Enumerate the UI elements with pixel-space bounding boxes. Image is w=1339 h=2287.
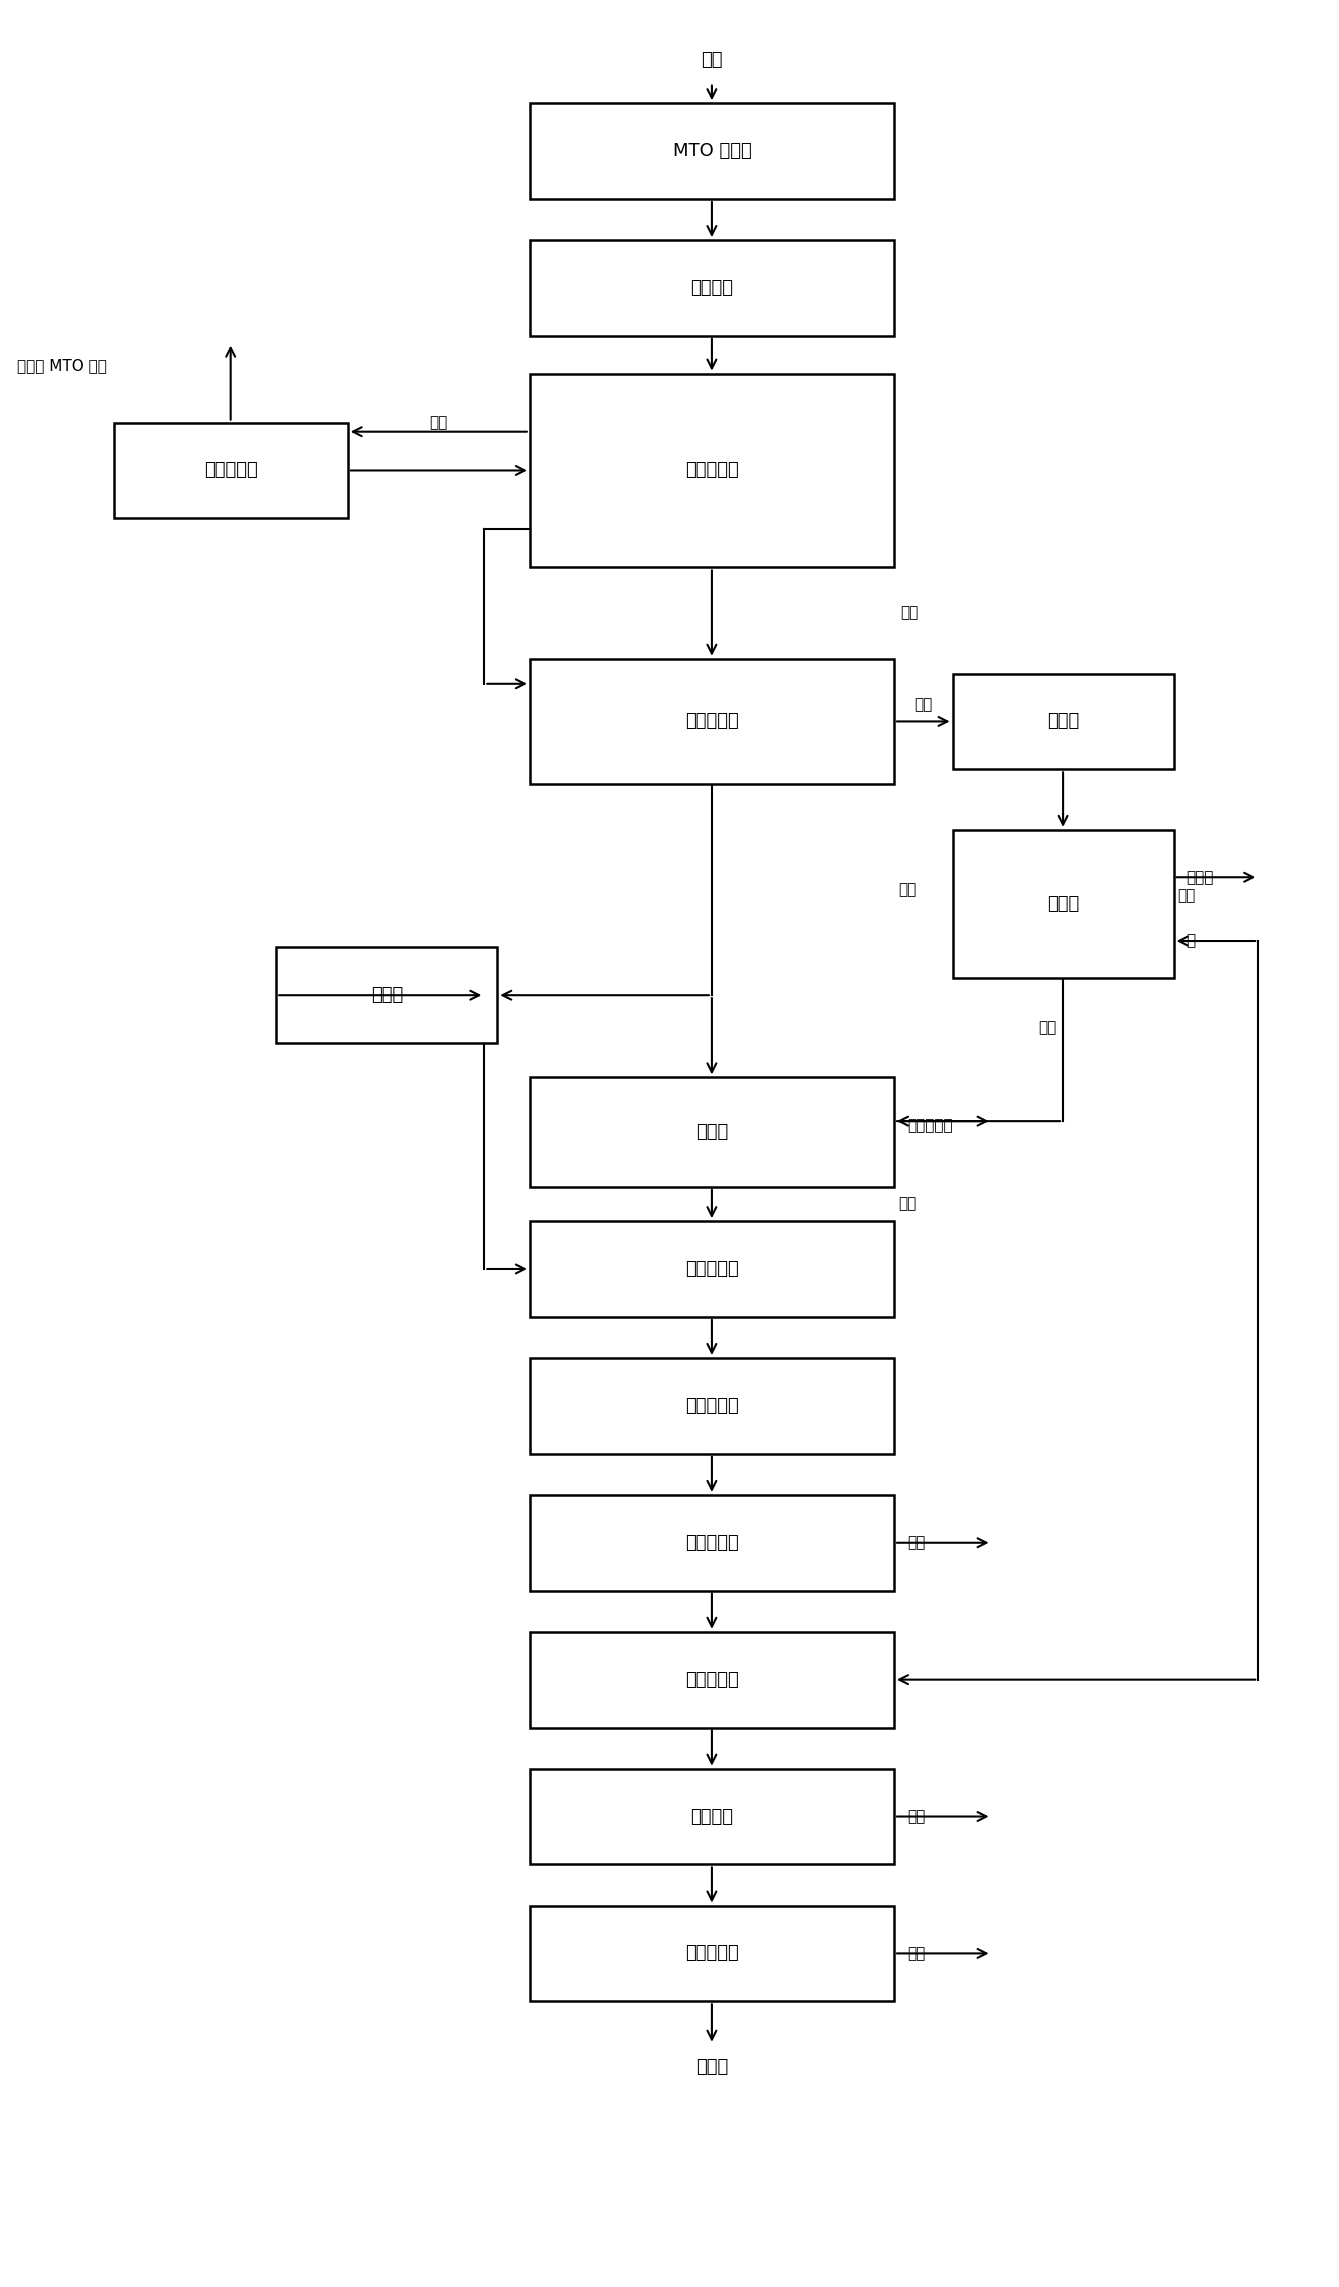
Text: 甲醇: 甲醇 — [702, 50, 723, 69]
Text: 废渣: 废渣 — [907, 1535, 925, 1551]
Text: 汽提塔: 汽提塔 — [696, 1123, 728, 1141]
Bar — [530, 1905, 894, 2001]
Bar — [530, 659, 894, 784]
Text: 后沉淀池: 后沉淀池 — [691, 1807, 734, 1825]
Text: 水相: 水相 — [898, 1196, 916, 1212]
Text: 纤维束滤器: 纤维束滤器 — [686, 1944, 739, 1962]
Text: 净化水: 净化水 — [696, 2058, 728, 2077]
Bar — [530, 373, 894, 567]
Text: 水相: 水相 — [898, 883, 916, 897]
Text: 均质调节池: 均质调节池 — [686, 1397, 739, 1416]
Text: 气相: 气相 — [1177, 887, 1196, 903]
Text: 好氧曝气池: 好氧曝气池 — [686, 1670, 739, 1688]
Text: 塔底换热器: 塔底换热器 — [686, 1260, 739, 1278]
Text: 二级分离塔: 二级分离塔 — [686, 714, 739, 730]
Bar — [530, 103, 894, 199]
Text: 气相: 气相 — [901, 606, 919, 620]
Bar — [530, 240, 894, 336]
Bar — [530, 1221, 894, 1317]
Bar — [530, 1358, 894, 1455]
Text: 水相: 水相 — [430, 414, 449, 430]
Text: 水相: 水相 — [1038, 1020, 1056, 1036]
Text: 余热锅炉: 余热锅炉 — [691, 279, 734, 297]
Text: 混凝沉淀池: 混凝沉淀池 — [686, 1535, 739, 1553]
Text: 废渣: 废渣 — [907, 1809, 925, 1825]
Text: 水: 水 — [1186, 933, 1196, 949]
Bar — [530, 1077, 894, 1187]
Text: 气相: 气相 — [915, 698, 932, 711]
Text: 高浓度 MTO 废水: 高浓度 MTO 废水 — [17, 359, 107, 373]
Bar — [114, 423, 348, 519]
Text: 压缩机: 压缩机 — [1047, 714, 1079, 730]
Bar — [530, 1496, 894, 1592]
Bar — [952, 675, 1174, 768]
Text: 工艺气: 工艺气 — [1186, 869, 1214, 885]
Text: 水洗塔: 水洗塔 — [1047, 894, 1079, 913]
Bar — [530, 1631, 894, 1727]
Text: MTO 反应器: MTO 反应器 — [672, 142, 751, 160]
Bar — [276, 947, 497, 1043]
Bar — [952, 830, 1174, 979]
Text: 换热器: 换热器 — [371, 986, 403, 1004]
Text: 废渣: 废渣 — [907, 1946, 925, 1960]
Text: 一级分离塔: 一级分离塔 — [686, 462, 739, 480]
Text: 塔顶甲醇液: 塔顶甲醇液 — [907, 1118, 952, 1132]
Text: 塔底换热器: 塔底换热器 — [204, 462, 257, 480]
Bar — [530, 1768, 894, 1864]
